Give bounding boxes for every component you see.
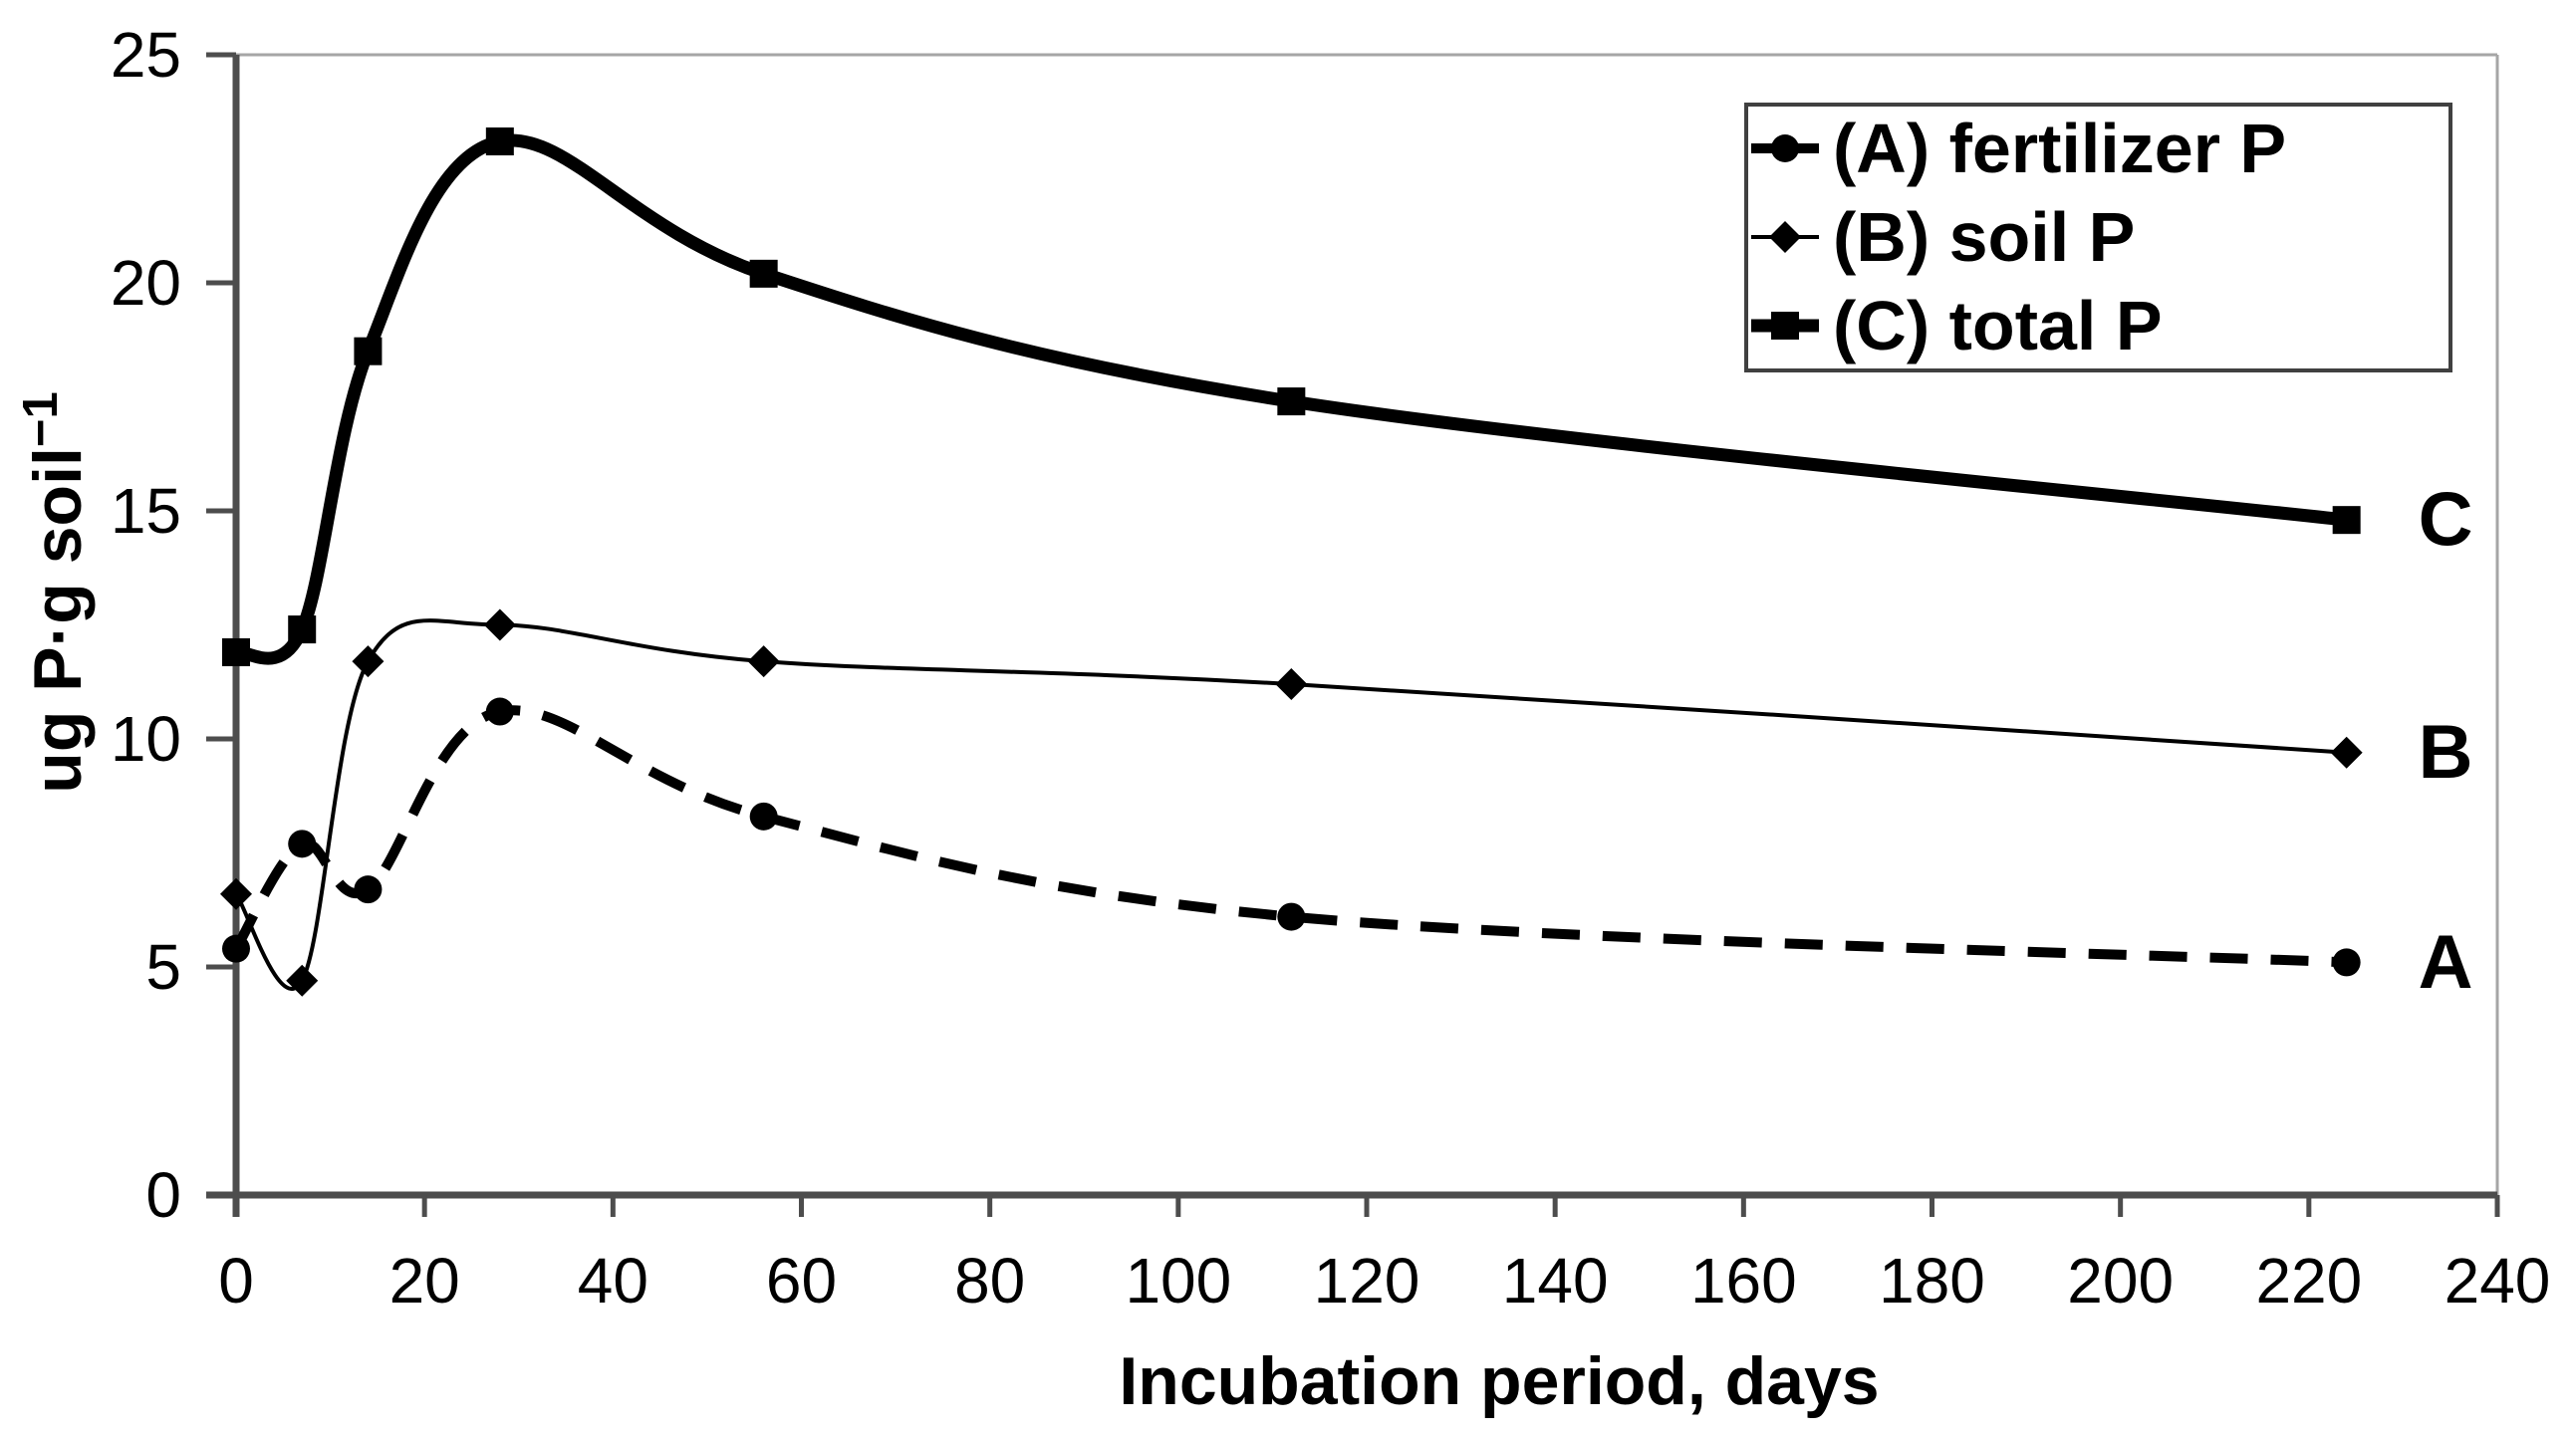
axes (206, 55, 2497, 1217)
series-line-A (231, 705, 2347, 968)
marker-C (2332, 506, 2361, 535)
x-tick-label: 180 (1879, 1245, 1985, 1317)
marker-B (1275, 668, 1308, 701)
legend-item-label: (C) total P (1833, 287, 2163, 364)
x-tick-label: 100 (1125, 1245, 1231, 1317)
legend-item-label: (A) fertilizer P (1833, 110, 2286, 187)
marker-A (222, 934, 250, 963)
marker-B (2330, 736, 2363, 769)
tick-marks (206, 52, 2500, 1217)
marker-C (354, 337, 383, 365)
legend-item: (B) soil P (1751, 198, 2135, 276)
marker-C (749, 259, 778, 288)
y-tick-label: 15 (111, 475, 181, 547)
marker-A (485, 697, 514, 726)
series-line-C (233, 133, 2348, 665)
marker-A (354, 875, 383, 904)
x-tick-label: 40 (578, 1245, 648, 1317)
marker-B (286, 964, 319, 997)
series-line-B (234, 618, 2347, 991)
legend: (A) fertilizer P (B) soil P (C) total P (1744, 103, 2452, 372)
legend-item-label: (B) soil P (1833, 198, 2135, 276)
x-tick-label: 160 (1690, 1245, 1797, 1317)
tick-labels: 0 5 10 15 20 25 0 20 40 60 80 100 120 140 160 180 200 220… (111, 19, 2551, 1317)
y-axis-title-superscript: −1 (13, 391, 68, 448)
x-tick-label: 80 (954, 1245, 1025, 1317)
marker-C (222, 637, 250, 666)
series-A: A (222, 697, 2473, 1005)
legend-marker-B (1769, 221, 1801, 253)
y-tick-label: 20 (111, 247, 181, 319)
marker-C (288, 615, 317, 644)
x-tick-label: 0 (218, 1245, 254, 1317)
legend-marker-A (1771, 134, 1799, 162)
marker-B (220, 877, 252, 910)
y-axis-title-base: ug P·g soil (20, 447, 96, 794)
marker-A (288, 830, 317, 858)
x-tick-label: 60 (766, 1245, 837, 1317)
legend-item: (C) total P (1751, 287, 2163, 364)
x-tick-label: 200 (2067, 1245, 2174, 1317)
y-tick-label: 0 (145, 1159, 181, 1231)
x-tick-label: 140 (1502, 1245, 1609, 1317)
marker-A (2332, 948, 2361, 977)
legend-box (1744, 103, 2452, 372)
marker-C (1277, 387, 1306, 416)
x-tick-label: 20 (389, 1245, 460, 1317)
series-end-label-A: A (2419, 920, 2473, 1005)
y-tick-label: 10 (111, 703, 181, 775)
x-tick-label: 240 (2445, 1245, 2551, 1317)
legend-marker-C (1771, 312, 1799, 340)
series-C: C (222, 127, 2473, 666)
x-axis-title: Incubation period, days (1119, 1343, 1880, 1419)
series-end-label-C: C (2419, 478, 2473, 563)
plot-frame (236, 53, 2499, 1195)
y-tick-label: 5 (145, 931, 181, 1003)
marker-A (1277, 902, 1306, 931)
y-tick-label: 25 (111, 19, 181, 91)
marker-B (352, 645, 385, 678)
legend-item: (A) fertilizer P (1751, 110, 2286, 187)
marker-B (747, 645, 780, 678)
marker-B (483, 608, 516, 641)
x-tick-label: 220 (2255, 1245, 2362, 1317)
marker-A (749, 802, 778, 831)
series-end-label-B: B (2419, 710, 2473, 795)
y-axis-title: ug P·g soil−1 (14, 391, 97, 794)
marker-C (485, 127, 514, 156)
x-tick-label: 120 (1314, 1245, 1420, 1317)
series-B: B (220, 608, 2473, 997)
